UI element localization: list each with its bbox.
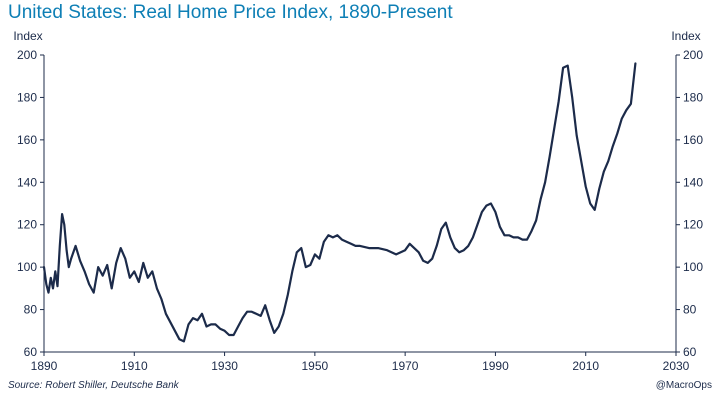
chart-title: United States: Real Home Price Index, 18… <box>8 2 453 23</box>
y-axis-title-right: Index <box>671 29 700 43</box>
x-tick-label: 1990 <box>482 359 509 373</box>
y-tick-label-left: 120 <box>17 218 37 232</box>
credit-label: @MacroOps <box>655 380 712 391</box>
y-tick-label-right: 140 <box>683 175 703 189</box>
x-tick-label: 1950 <box>302 359 329 373</box>
series-line-real-home-price-index <box>42 62 637 343</box>
tick-labels: 60 60 80 80 100 100 120 120 140 140 160 160 180 180 20… <box>17 48 703 373</box>
series-group <box>42 62 637 343</box>
y-tick-label-left: 160 <box>17 133 37 147</box>
x-tick-label: 1890 <box>31 359 58 373</box>
y-tick-label-left: 140 <box>17 175 37 189</box>
x-tick-label: 1970 <box>392 359 419 373</box>
x-tick-label: 1930 <box>211 359 238 373</box>
y-tick-label-right: 80 <box>683 303 697 317</box>
y-tick-label-left: 100 <box>17 260 37 274</box>
y-tick-label-left: 200 <box>17 48 37 62</box>
source-note: Source: Robert Shiller, Deutsche Bank <box>8 380 179 391</box>
axes <box>43 55 677 353</box>
y-tick-label-left: 180 <box>17 90 37 104</box>
y-tick-label-right: 160 <box>683 133 703 147</box>
x-tick-label: 1910 <box>121 359 148 373</box>
y-tick-label-left: 80 <box>24 303 38 317</box>
y-tick-label-left: 60 <box>24 345 38 359</box>
y-tick-label-right: 120 <box>683 218 703 232</box>
x-tick-label: 2030 <box>663 359 690 373</box>
y-tick-label-right: 60 <box>683 345 697 359</box>
y-tick-label-right: 180 <box>683 90 703 104</box>
x-tick-label: 2010 <box>572 359 599 373</box>
y-axis-title-left: Index <box>13 29 42 43</box>
tick-marks <box>40 54 680 356</box>
y-tick-label-right: 200 <box>683 48 703 62</box>
y-tick-label-right: 100 <box>683 260 703 274</box>
